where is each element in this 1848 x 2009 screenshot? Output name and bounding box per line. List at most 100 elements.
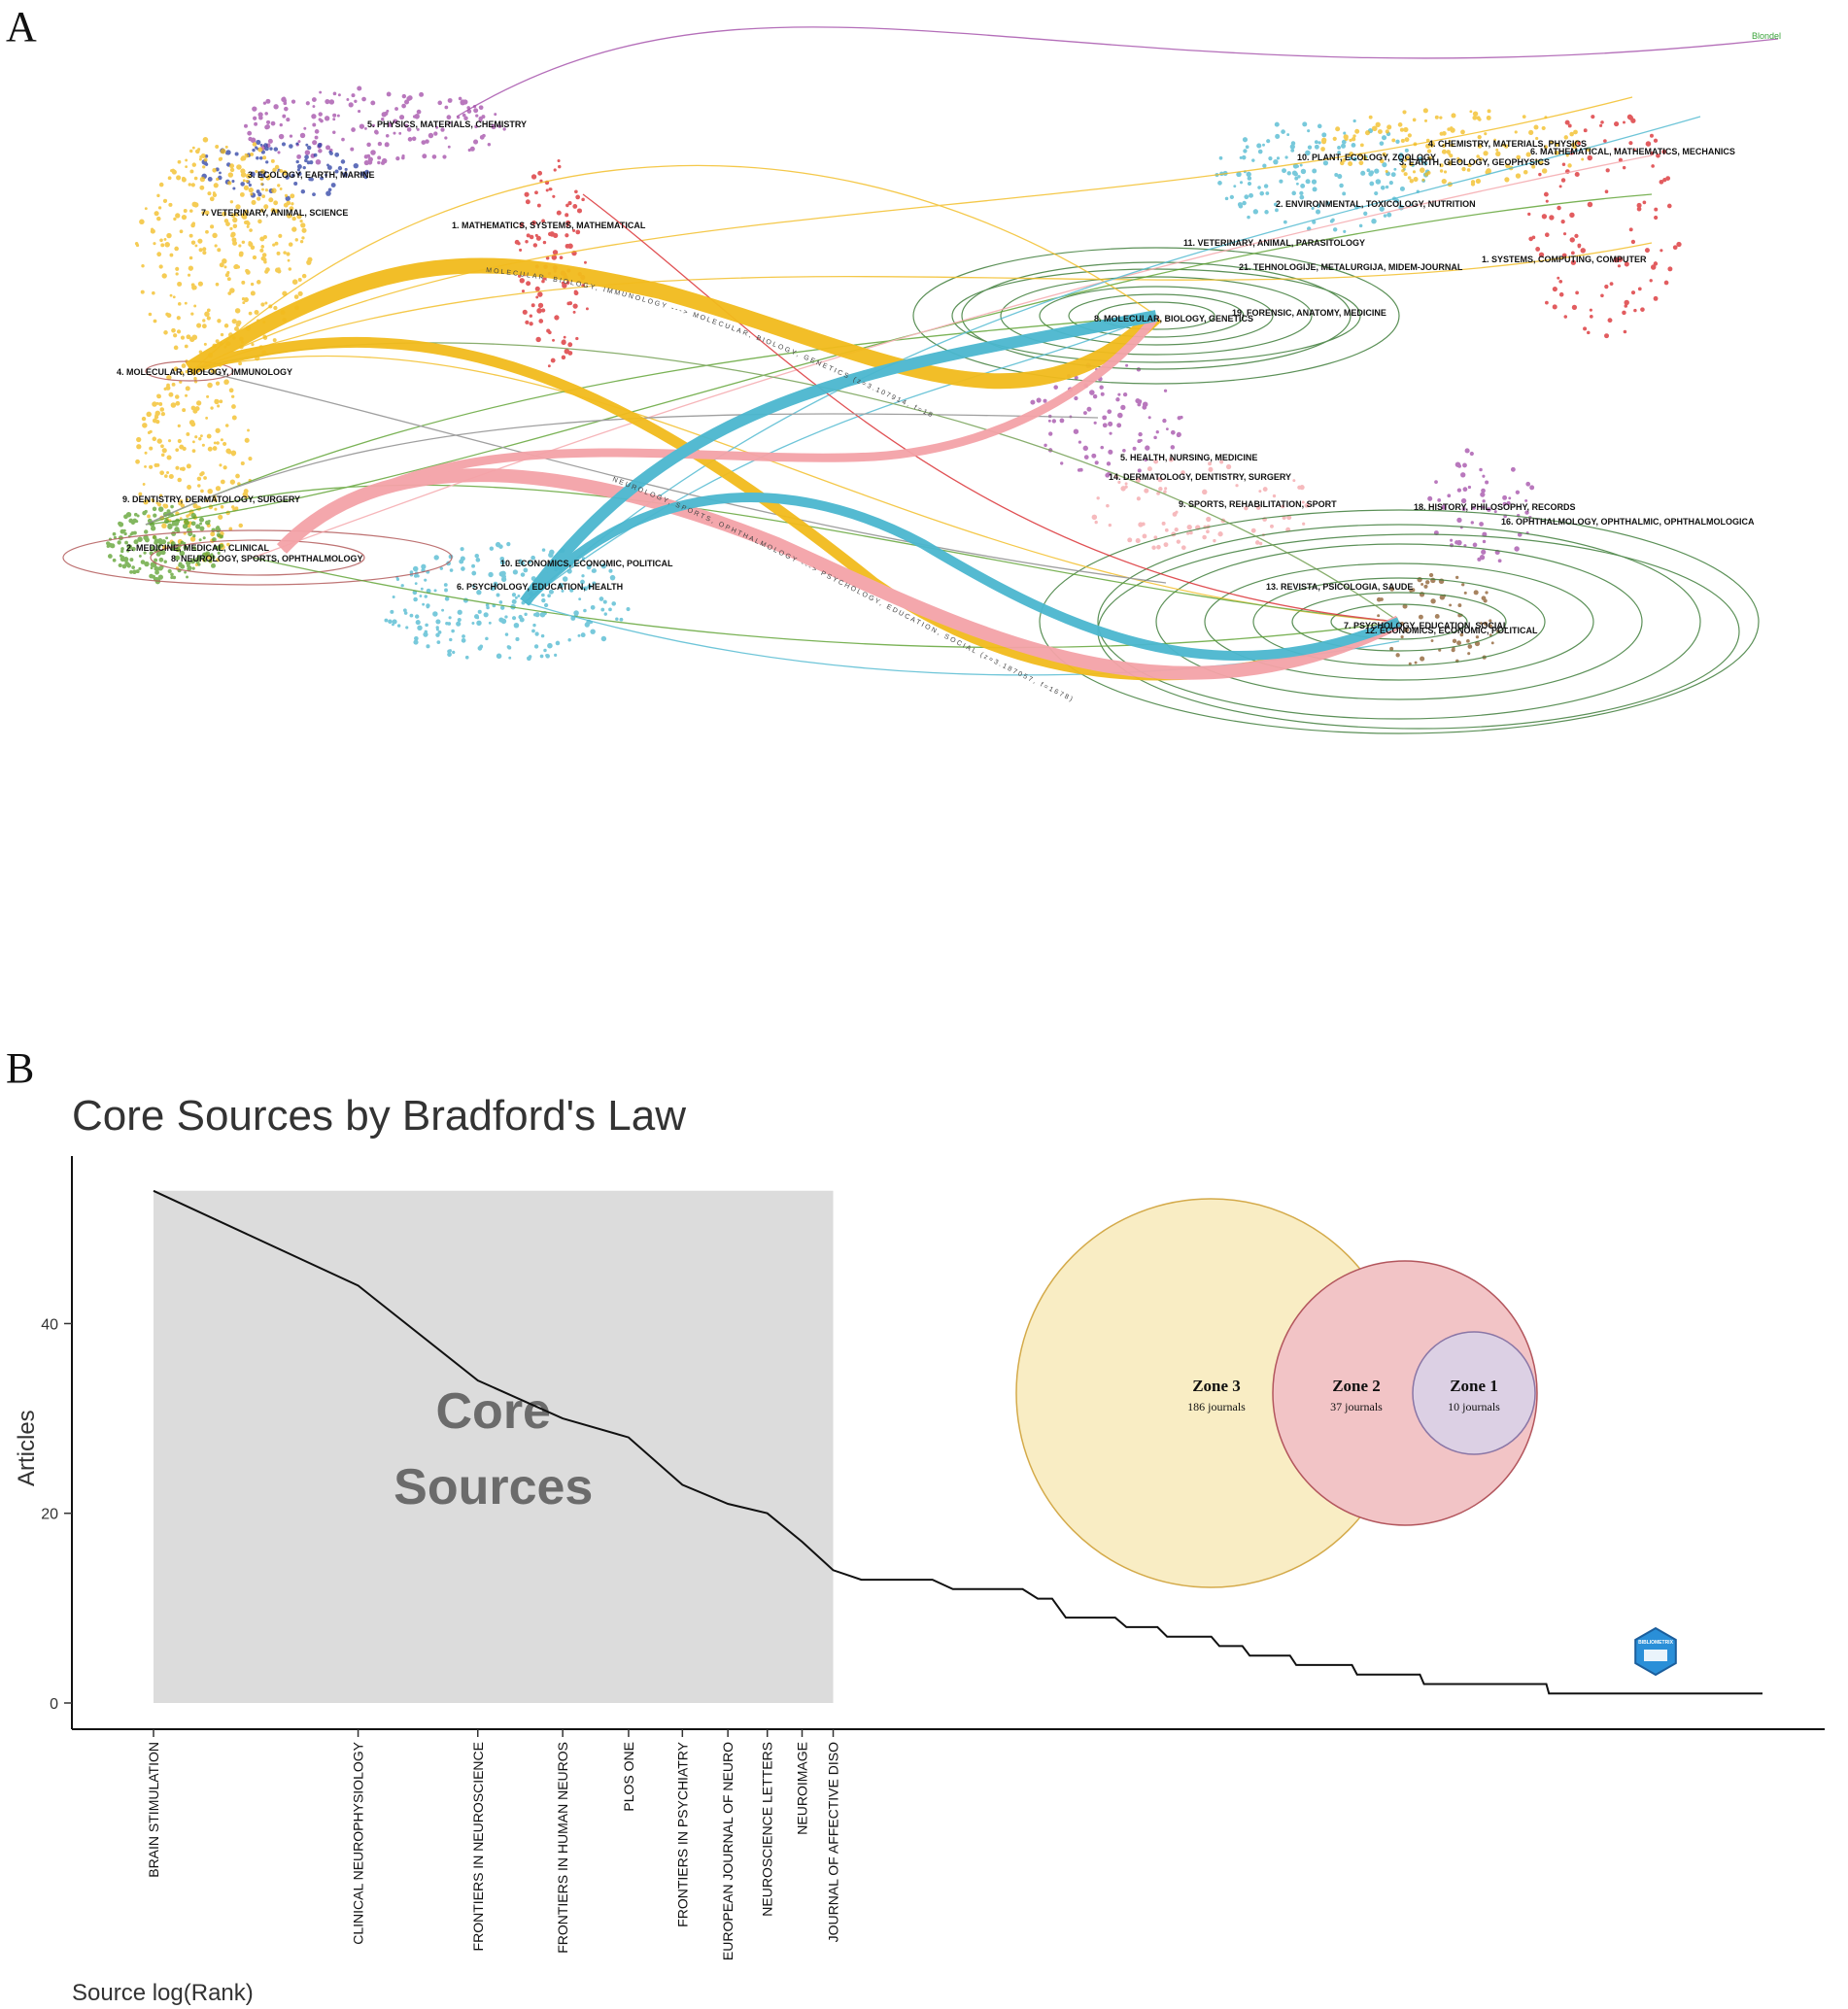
scatter-dot	[257, 147, 263, 153]
scatter-dot	[230, 213, 236, 219]
scatter-dot	[1142, 533, 1147, 539]
scatter-dot	[291, 279, 298, 285]
scatter-dot	[566, 301, 571, 306]
scatter-dot	[206, 521, 211, 526]
scatter-dot	[354, 99, 358, 103]
scatter-dot	[1383, 214, 1387, 218]
scatter-dot	[282, 170, 288, 176]
scatter-dot	[1094, 520, 1098, 525]
scatter-dot	[312, 192, 316, 197]
scatter-dot	[197, 484, 201, 488]
scatter-dot	[1176, 539, 1181, 544]
scatter-dot	[489, 546, 495, 551]
scatter-dot	[112, 531, 117, 536]
scatter-dot	[1144, 458, 1147, 462]
scatter-dot	[151, 227, 154, 231]
scatter-dot	[581, 574, 585, 578]
scatter-dot	[1622, 310, 1626, 316]
ring-ellipse	[62, 529, 453, 586]
scatter-dot	[1312, 168, 1318, 174]
scatter-dot	[136, 514, 140, 518]
scatter-dot	[150, 562, 155, 567]
scatter-dot	[1255, 505, 1261, 510]
scatter-dot	[206, 394, 210, 398]
scatter-dot	[446, 115, 452, 120]
scatter-dot	[262, 155, 267, 160]
scatter-dot	[1291, 190, 1296, 196]
scatter-dot	[168, 392, 174, 397]
scatter-dot	[191, 162, 197, 167]
major-flows	[185, 257, 1403, 681]
legend-text: Blondel	[1752, 31, 1781, 41]
scatter-dot	[1153, 535, 1158, 540]
scatter-dot	[1206, 516, 1212, 523]
scatter-dot	[1301, 500, 1305, 504]
scatter-dot	[572, 310, 576, 314]
scatter-dot	[187, 563, 190, 568]
scatter-dot	[140, 289, 145, 294]
scatter-dot	[1060, 461, 1064, 465]
scatter-dot	[400, 115, 405, 119]
scatter-dot	[175, 266, 180, 271]
scatter-dot	[325, 173, 327, 177]
scatter-dot	[392, 623, 394, 627]
scatter-dot	[1476, 154, 1480, 158]
scatter-dot	[1386, 124, 1392, 130]
scatter-dot	[152, 534, 157, 540]
scatter-dot	[1082, 445, 1088, 452]
scatter-dot	[1517, 532, 1523, 537]
scatter-dot	[1564, 119, 1570, 125]
scatter-dot	[156, 393, 161, 399]
scatter-dot	[285, 195, 291, 202]
scatter-dot	[1587, 201, 1593, 208]
scatter-dot	[565, 203, 569, 208]
scatter-dot	[565, 233, 569, 238]
scatter-dot	[287, 258, 291, 262]
scatter-dot	[256, 139, 261, 145]
scatter-dot	[1423, 584, 1428, 589]
scatter-dot	[166, 313, 172, 319]
scatter-dot	[256, 156, 259, 160]
scatter-dot	[522, 309, 528, 315]
scatter-dot	[195, 560, 200, 564]
scatter-dot	[190, 240, 196, 245]
scatter-dot	[473, 139, 479, 145]
scatter-dot	[301, 273, 307, 279]
scatter-dot	[506, 541, 511, 547]
scatter-dot	[1109, 431, 1112, 435]
scatter-dot	[1660, 249, 1663, 253]
scatter-dot	[286, 200, 291, 206]
scatter-dot	[318, 149, 323, 153]
scatter-dot	[1395, 139, 1400, 144]
scatter-dot	[156, 544, 161, 549]
scatter-dot	[188, 273, 191, 277]
scatter-dot	[259, 169, 265, 174]
scatter-dot	[330, 183, 336, 187]
scatter-dot	[179, 380, 183, 384]
scatter-dot	[1151, 545, 1156, 550]
scatter-dot	[160, 453, 165, 458]
scatter-dot	[1382, 152, 1386, 157]
scatter-dot	[437, 100, 443, 106]
scatter-dot	[426, 603, 430, 608]
scatter-dot	[1225, 463, 1232, 470]
scatter-dot	[225, 152, 229, 155]
scatter-dot	[238, 244, 242, 248]
scatter-dot	[130, 530, 135, 535]
scatter-dot	[210, 553, 214, 557]
scatter-dot	[284, 106, 289, 112]
scatter-dot	[212, 446, 218, 451]
scatter-dot	[425, 139, 429, 144]
scatter-dot	[250, 192, 254, 196]
scatter-dot	[216, 441, 220, 445]
scatter-dot	[259, 176, 264, 182]
scatter-dot	[155, 463, 160, 467]
scatter-dot	[200, 153, 206, 159]
scatter-dot	[1116, 423, 1122, 428]
scatter-dot	[317, 143, 323, 148]
scatter-dot	[202, 536, 206, 540]
scatter-dot	[409, 613, 414, 618]
scatter-dot	[123, 531, 127, 536]
cluster-label-right: 12. ECONOMICS, ECONOMIC, POLITICAL	[1365, 626, 1538, 635]
scatter-dot	[271, 187, 277, 193]
